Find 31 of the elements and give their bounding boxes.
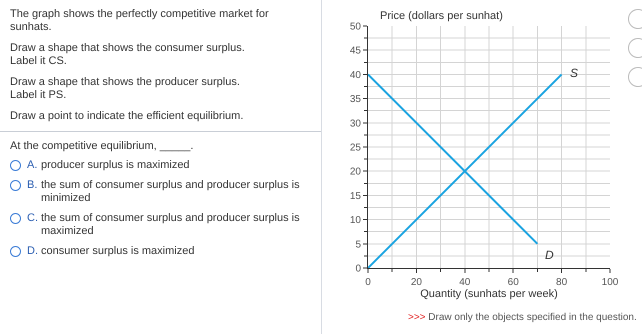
y-tick-label: 5	[355, 239, 362, 250]
x-tick-label: 20	[410, 277, 422, 288]
y-tick-label: 20	[350, 166, 362, 178]
x-tick-label: 80	[556, 277, 568, 288]
series-label: S	[570, 66, 578, 80]
y-tick-label: 40	[350, 70, 362, 81]
text: B. the sum of consumer surplus and producer surplus is minimized	[27, 179, 301, 205]
text: C. the sum of consumer surplus and producer surplus is maximized	[27, 212, 301, 238]
x-tick-label: 40	[459, 277, 471, 288]
text: >>> Draw only the objects specified in the question.	[408, 312, 637, 323]
text: Draw a shape that shows the producer surplus. Label it PS.	[10, 76, 241, 102]
y-tick-label: 0	[355, 264, 362, 274]
y-tick-label: 35	[350, 94, 362, 106]
y-tick-label: 10	[350, 215, 362, 226]
text: The graph shows the perfectly competitive market for sunhats.	[10, 8, 270, 34]
x-tick-label: 100	[602, 277, 619, 288]
y-tick-label: 15	[350, 190, 362, 202]
text: Draw a point to indicate the efficient equilibrium.	[10, 110, 244, 123]
series-label: D	[545, 248, 554, 262]
x-tick-label: 60	[508, 277, 520, 288]
text: At the competitive equilibrium, _____.	[10, 140, 194, 152]
x-tick-label: 0	[365, 277, 372, 288]
y-axis-title: Price (dollars per sunhat)	[380, 10, 503, 22]
y-tick-label: 25	[350, 142, 362, 154]
text: A. producer surplus is maximized	[27, 159, 190, 172]
text: Draw a shape that shows the consumer surplus. Label it CS.	[10, 42, 246, 68]
y-tick-label: 30	[350, 118, 362, 130]
x-axis-title: Quantity (sunhats per week)	[420, 288, 558, 300]
y-tick-label: 50	[350, 22, 362, 32]
text: D. consumer surplus is maximized	[27, 245, 194, 258]
y-tick-label: 45	[350, 46, 362, 57]
